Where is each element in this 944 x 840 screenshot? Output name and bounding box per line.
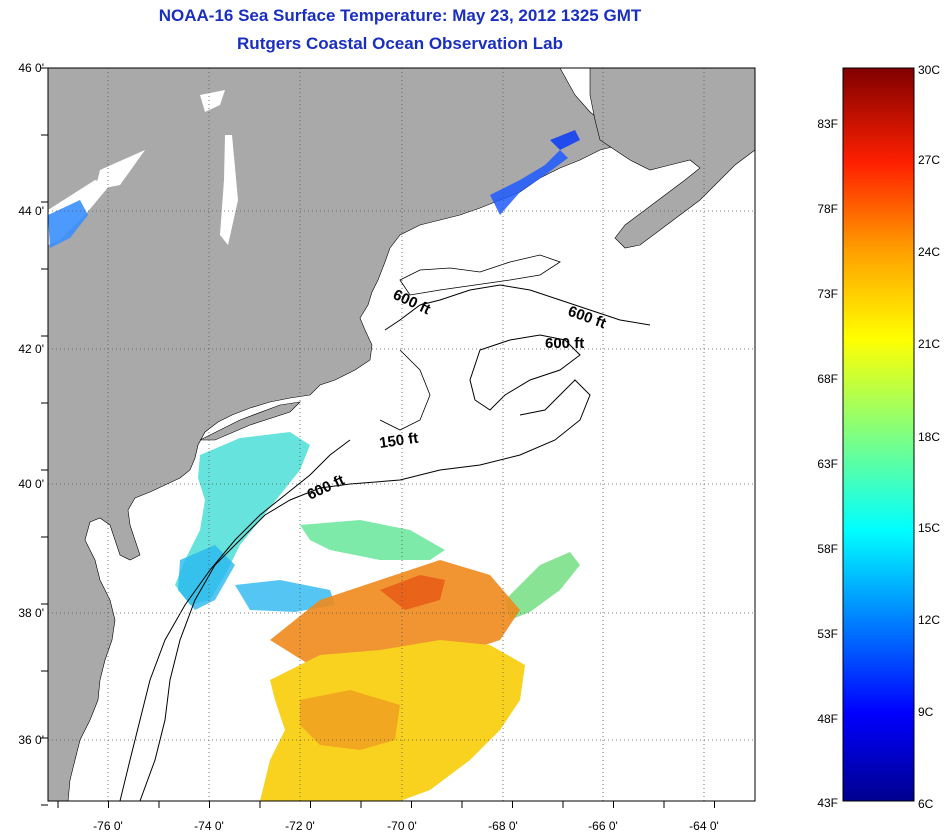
colorbar-fahrenheit-label: 78F (817, 202, 838, 216)
colorbar-fahrenheit-label: 68F (817, 372, 838, 386)
colorbar-fahrenheit-label: 73F (817, 287, 838, 301)
contour-label: 150 ft (378, 430, 419, 452)
colorbar-celsius-label: 18C (918, 430, 940, 444)
lake (95, 150, 145, 190)
longitude-label: -70 0' (387, 819, 417, 833)
colorbar-fahrenheit-label: 48F (817, 712, 838, 726)
sst-slope-green (505, 552, 580, 620)
sst-bay-fundy-cold (550, 130, 580, 150)
sst-gulf-maine-cold (490, 150, 568, 215)
colorbar-celsius-label: 12C (918, 613, 940, 627)
latitude-label: 36 0' (18, 733, 44, 747)
colorbar-fahrenheit-label: 43F (817, 796, 838, 810)
sst-shelf-cool-2 (235, 580, 335, 612)
colorbar-fahrenheit-label: 83F (817, 117, 838, 131)
sst-gulf-stream-orange (270, 560, 520, 665)
longitude-label: -68 0' (488, 819, 518, 833)
map-title: NOAA-16 Sea Surface Temperature: May 23,… (158, 6, 642, 25)
sst-warm-red (380, 575, 445, 610)
longitude-label: -66 0' (588, 819, 618, 833)
colorbar-fahrenheit-label: 58F (817, 542, 838, 556)
latitude-label: 40 0' (18, 477, 44, 491)
longitude-label: -64 0' (689, 819, 719, 833)
colorbar-fahrenheit-label: 63F (817, 457, 838, 471)
axis-ticks (41, 67, 715, 808)
sst-shelf-green (300, 520, 445, 560)
contour-600ft-gulf-maine (384, 284, 651, 331)
contour-label: 600 ft (545, 335, 584, 352)
latitude-label: 44 0' (18, 204, 44, 218)
land-long-island (199, 401, 301, 441)
contour-nantucket (379, 349, 431, 431)
colorbar-celsius-label: 24C (918, 245, 940, 259)
contour-600ft-shelf-break (439, 379, 591, 471)
colorbar (842, 67, 915, 802)
land-nova-scotia (589, 68, 755, 249)
map-subtitle: Rutgers Coastal Ocean Observation Lab (237, 34, 563, 53)
contour-georges-bank (469, 334, 581, 411)
contour-600ft-south (139, 469, 441, 801)
lake (220, 135, 238, 245)
colorbar-celsius-label: 21C (918, 337, 940, 351)
colorbar-celsius-label: 27C (918, 153, 940, 167)
latitude-label: 46 0' (18, 61, 44, 75)
colorbar-celsius-label: 15C (918, 521, 940, 535)
map-frame (47, 67, 756, 802)
longitude-label: -76 0' (93, 819, 123, 833)
lake (200, 90, 225, 112)
lake (398, 250, 410, 262)
colorbar-fahrenheit-label: 53F (817, 627, 838, 641)
latitude-label: 42 0' (18, 342, 44, 356)
contour-gulf-interior (399, 254, 561, 296)
latitude-label: 38 0' (18, 606, 44, 620)
colorbar-celsius-label: 30C (918, 63, 940, 77)
colorbar-celsius-label: 6C (918, 797, 934, 811)
sst-lake-ontario (48, 200, 88, 248)
longitude-label: -74 0' (194, 819, 224, 833)
longitude-label: -72 0' (285, 819, 315, 833)
sst-warm-eddy (300, 690, 400, 750)
colorbar-celsius-label: 9C (918, 705, 934, 719)
contour-150ft (119, 439, 351, 801)
sst-shelf-cool (178, 545, 235, 610)
